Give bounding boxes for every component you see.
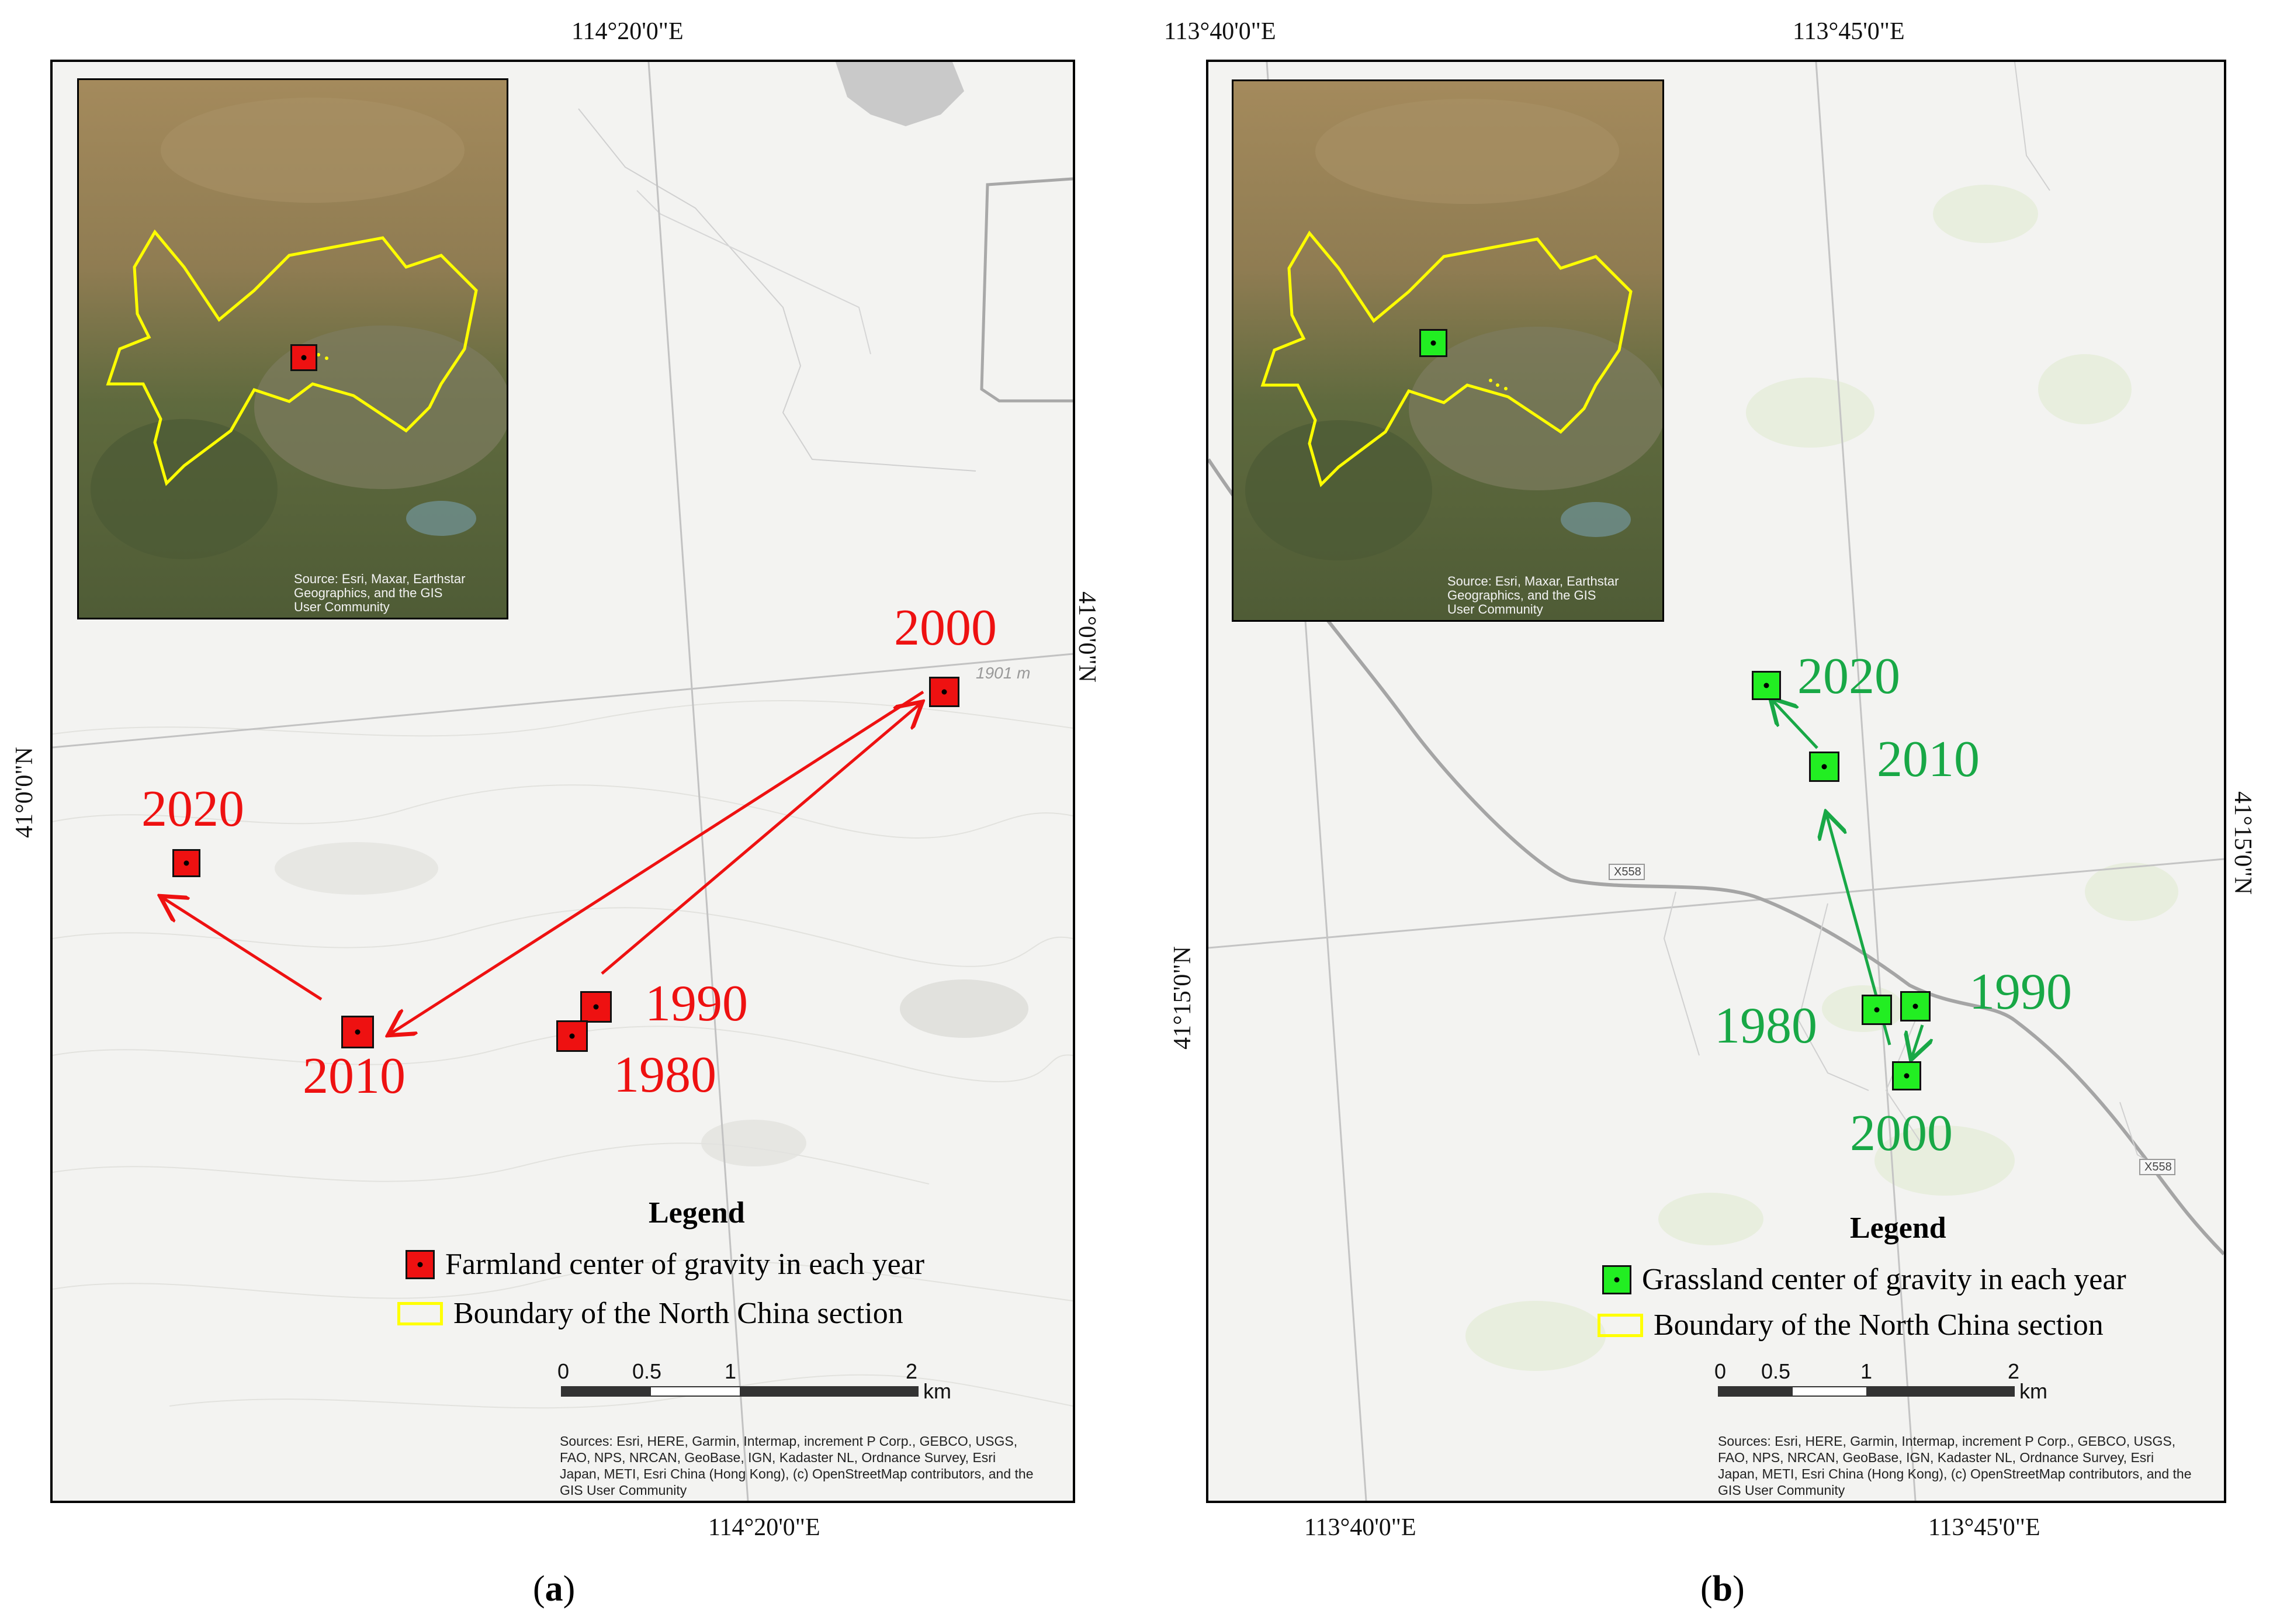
marker-2010 [1809, 752, 1839, 782]
label-2000: 2000 [1850, 1105, 1953, 1162]
marker-2010 [341, 1016, 374, 1048]
lon-label-top-a: 114°20'0"E [571, 18, 684, 45]
legend-label-boundary-b: Boundary of the North China section [1654, 1308, 2104, 1342]
marker-1980 [556, 1020, 588, 1052]
arrow-1990-2000 [601, 704, 920, 975]
label-1990: 1990 [1969, 964, 2072, 1020]
road-label-1: X558 [1614, 865, 1641, 878]
lon-label-bottom-a: 114°20'0"E [708, 1514, 820, 1541]
label-1990: 1990 [645, 975, 748, 1032]
caption-b: (b) [1700, 1569, 1745, 1609]
lon-label-bottom-b-2: 113°45'0"E [1928, 1514, 2040, 1541]
marker-1980 [1862, 995, 1892, 1025]
map-panel-b: X558 X558 Source: Esri, Maxar, Earthstar… [1206, 60, 2226, 1503]
satellite-image-b [1233, 81, 1662, 620]
arrow-2010-2020 [162, 898, 323, 1001]
lon-label-bottom-b-1: 113°40'0"E [1304, 1514, 1416, 1541]
scale-bar-b: 0 0.5 1 2 km [1714, 1359, 2047, 1403]
legend-label-boundary-a: Boundary of the North China section [453, 1297, 903, 1330]
label-2020: 2020 [1797, 648, 1900, 705]
inset-map-a: Source: Esri, Maxar, Earthstar Geographi… [77, 78, 508, 619]
legend-swatch-boundary-a [397, 1302, 443, 1325]
arrow-2010-2020 [1772, 700, 1818, 749]
lon-label-top-b-2: 113°45'0"E [1793, 18, 1905, 45]
boundary-north-china-b [1260, 230, 1633, 487]
lat-label-right-b: 41°15'0"N [2229, 791, 2256, 895]
basemap-sources-a: Sources: Esri, HERE, Garmin, Intermap, i… [560, 1433, 1034, 1498]
map-panel-a: 1901 m Source: Esri, Maxar, Earthstar Ge… [50, 60, 1075, 1503]
legend-title-a: Legend [649, 1196, 745, 1230]
marker-2000 [929, 677, 959, 707]
basemap-a [53, 62, 1073, 1501]
trajectory-arrows-a [162, 690, 924, 1034]
lat-label-left-a: 41°0'0"N [11, 747, 38, 838]
marker-2020 [1752, 671, 1781, 700]
marker-2000 [1892, 1061, 1921, 1090]
legend-swatch-farmland [406, 1250, 435, 1279]
label-2010: 2010 [303, 1048, 406, 1104]
inset-grassland-marker [1419, 329, 1447, 357]
basemap-b [1208, 62, 2224, 1501]
contour-label: 1901 m [976, 664, 1031, 682]
legend-item-grassland: Grassland center of gravity in each year [1602, 1262, 2126, 1297]
basemap-sources-b: Sources: Esri, HERE, Garmin, Intermap, i… [1718, 1433, 2192, 1498]
legend-item-boundary-b: Boundary of the North China section [1598, 1308, 2104, 1343]
label-2020: 2020 [141, 781, 244, 837]
arrow-1990-2000 [1912, 1024, 1922, 1057]
inset-farmland-marker [290, 344, 317, 371]
marker-1990 [580, 991, 612, 1023]
label-1980: 1980 [614, 1047, 716, 1103]
lon-label-top-b-1: 113°40'0"E [1164, 18, 1276, 45]
inset-credit-a: Source: Esri, Maxar, Earthstar Geographi… [294, 572, 466, 614]
lat-label-right-a: 41°0'0"N [1073, 591, 1100, 683]
inset-credit-b: Source: Esri, Maxar, Earthstar Geographi… [1447, 574, 1619, 617]
boundary-north-china-a [106, 229, 478, 486]
legend-item-boundary-a: Boundary of the North China section [397, 1296, 903, 1331]
marker-2020 [172, 849, 200, 877]
caption-a: (a) [533, 1569, 576, 1609]
road-label-2: X558 [2144, 1161, 2172, 1173]
label-2010: 2010 [1877, 731, 1980, 788]
marker-1990 [1900, 991, 1931, 1022]
inset-map-b: Source: Esri, Maxar, Earthstar Geographi… [1232, 79, 1664, 622]
legend-item-farmland: Farmland center of gravity in each year [406, 1247, 924, 1282]
legend-swatch-grassland [1602, 1265, 1631, 1294]
legend-label-farmland: Farmland center of gravity in each year [445, 1248, 925, 1281]
label-2000: 2000 [894, 600, 997, 656]
legend-swatch-boundary-b [1598, 1314, 1643, 1337]
arrow-2000-2010 [390, 690, 924, 1034]
lat-label-left-b: 41°15'0"N [1169, 946, 1196, 1050]
legend-label-grassland: Grassland center of gravity in each year [1642, 1263, 2126, 1296]
label-1980: 1980 [1714, 998, 1817, 1054]
scale-bar-a: 0 0.5 1 2 km [557, 1359, 951, 1403]
legend-title-b: Legend [1850, 1211, 1946, 1245]
